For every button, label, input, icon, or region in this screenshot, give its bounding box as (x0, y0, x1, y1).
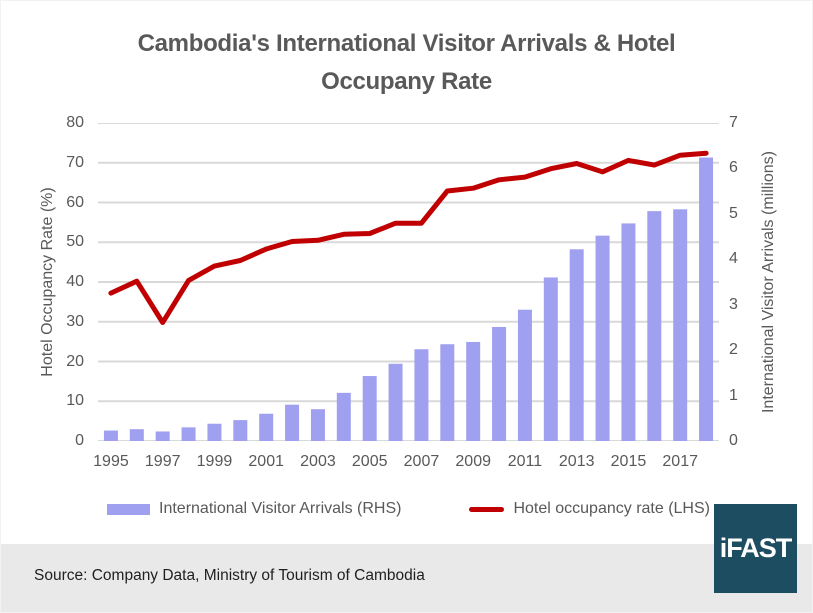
bar-1995 (103, 430, 118, 441)
legend: International Visitor Arrivals (RHS) Hot… (98, 496, 719, 522)
legend-item-arrivals: International Visitor Arrivals (RHS) (107, 500, 401, 518)
bar-2010 (492, 326, 507, 441)
right-tick-1: 1 (729, 386, 738, 404)
chart-title-line2: Occupany Rate (321, 68, 492, 95)
source-note: Source: Company Data, Ministry of Touris… (34, 567, 425, 584)
x-tick-2011: 2011 (507, 453, 543, 470)
bar-2009 (466, 341, 481, 441)
bar-2018 (699, 157, 714, 441)
legend-item-occupancy: Hotel occupancy rate (LHS) (469, 500, 710, 518)
occupancy-line (108, 150, 709, 325)
legend-label-arrivals: International Visitor Arrivals (RHS) (159, 500, 402, 517)
left-tick-60: 60 (66, 193, 84, 211)
right-tick-7: 7 (729, 114, 738, 131)
left-tick-70: 70 (66, 153, 84, 171)
bar-2011 (517, 309, 532, 441)
bar-2004 (336, 392, 351, 441)
bar-1998 (181, 427, 196, 441)
left-tick-30: 30 (66, 312, 84, 330)
right-tick-2: 2 (729, 341, 738, 359)
bar-2014 (595, 235, 610, 441)
x-tick-2017: 2017 (662, 453, 698, 470)
plot-area (98, 123, 719, 441)
bar-2012 (543, 277, 558, 441)
bar-2001 (259, 413, 274, 441)
right-tick-6: 6 (729, 159, 738, 177)
left-axis-ticks: 0 10 20 30 40 50 60 70 80 (39, 1, 86, 471)
bar-2007 (414, 349, 429, 441)
right-axis-ticks: 0 1 2 3 4 5 6 7 (729, 1, 769, 471)
bar-1997 (155, 431, 170, 441)
arrivals-swatch-icon (107, 503, 150, 515)
x-tick-1995: 1995 (93, 453, 129, 470)
bar-2016 (647, 211, 662, 441)
chart-title-line1: Cambodia's International Visitor Arrival… (137, 30, 676, 57)
bar-2015 (621, 223, 636, 441)
left-tick-40: 40 (66, 273, 84, 290)
occupancy-swatch-icon (469, 506, 505, 512)
x-tick-2005: 2005 (351, 453, 388, 470)
bar-2000 (233, 420, 248, 441)
bar-2008 (440, 344, 455, 441)
x-tick-2007: 2007 (403, 453, 440, 470)
x-tick-2003: 2003 (300, 453, 336, 470)
bar-2013 (569, 249, 584, 441)
right-tick-5: 5 (729, 204, 738, 222)
left-tick-10: 10 (66, 392, 84, 410)
x-tick-1999: 1999 (196, 453, 233, 470)
legend-label-occupancy: Hotel occupancy rate (LHS) (513, 500, 710, 517)
footer-band (1, 544, 812, 612)
right-tick-3: 3 (729, 295, 738, 313)
bar-2017 (673, 209, 688, 441)
x-tick-2013: 2013 (558, 453, 595, 470)
left-tick-0: 0 (75, 432, 84, 449)
x-tick-2001: 2001 (248, 453, 284, 470)
left-tick-80: 80 (66, 114, 84, 131)
bar-2005 (362, 376, 377, 441)
bar-2006 (388, 363, 403, 441)
right-tick-0: 0 (729, 432, 738, 449)
chart-title: Cambodia's International Visitor Arrival… (1, 25, 812, 101)
x-tick-2015: 2015 (610, 453, 647, 470)
x-tick-1997: 1997 (144, 453, 181, 470)
left-tick-20: 20 (66, 352, 84, 370)
bar-1999 (207, 423, 222, 441)
right-tick-4: 4 (729, 250, 738, 268)
x-axis-ticks: 1995 1997 1999 2001 2003 2005 2007 2009 2011 2013… (1, 1, 812, 481)
ifast-logo: iFAST (714, 504, 797, 593)
bar-2003 (310, 409, 325, 441)
x-tick-2009: 2009 (455, 453, 491, 470)
left-tick-50: 50 (66, 233, 84, 251)
bar-1996 (129, 429, 144, 441)
bar-2002 (285, 404, 300, 441)
